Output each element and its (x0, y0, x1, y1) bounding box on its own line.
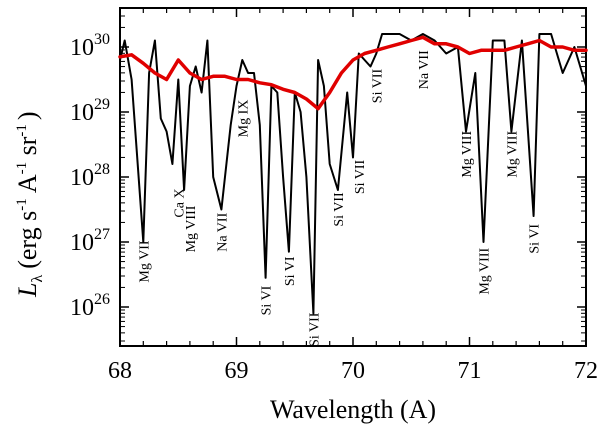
spectral-line-label: Ca X (172, 188, 187, 217)
spectral-line-label: Si VII (332, 192, 347, 227)
y-axis-exp-3: -1 (14, 124, 30, 137)
y-axis-exp-2: -1 (14, 162, 30, 175)
y-axis-title: Lλ(erg s-1 A-1 sr-1) (13, 111, 46, 298)
y-tick-label: 1028 (70, 161, 110, 191)
spectral-line-label: Mg VIII (477, 248, 492, 295)
y-axis-subscript: λ (29, 275, 46, 283)
spectral-line-label: Mg VIII (505, 131, 520, 178)
spectral-line-label: Mg VIII (460, 131, 475, 178)
x-tick-label: 69 (225, 358, 249, 384)
y-axis-exp-1: -1 (14, 198, 30, 211)
spectral-line-label: Na VII (215, 212, 230, 251)
y-tick-label: 1029 (70, 96, 110, 126)
x-tick-label: 72 (574, 358, 598, 384)
y-axis-units: (erg s (13, 211, 42, 269)
model-spectrum-line (119, 33, 587, 315)
y-axis-units-sr: sr (13, 136, 42, 162)
x-tick-label: 70 (341, 358, 365, 384)
spectral-line-label: Si VI (528, 224, 543, 254)
spectral-line-label: Si VI (283, 256, 298, 286)
spectral-line-label: Mg IX (236, 100, 251, 138)
x-tick-labels: 68 69 70 71 72 (108, 358, 598, 384)
y-axis-symbol: L (13, 283, 42, 298)
spectral-line-label: Si VII (307, 312, 322, 347)
y-tick-labels: 1026 1027 1028 1029 1030 (70, 31, 110, 321)
observed-spectrum-line (118, 35, 588, 111)
x-axis-title: Wavelength (A) (270, 395, 436, 424)
series-layer (118, 33, 588, 315)
spectral-line-label: Mg VIII (184, 205, 199, 252)
spectral-line-label: Si VI (260, 285, 275, 315)
x-tick-label: 71 (458, 358, 482, 384)
spectral-line-label: Mg VII (137, 240, 152, 282)
y-axis-units-a: A (13, 174, 42, 198)
y-axis-close: ) (13, 111, 42, 120)
axis-ticks (119, 8, 587, 346)
x-tick-label: 68 (108, 358, 132, 384)
spectral-line-label: Na VII (417, 50, 432, 89)
y-tick-label: 1027 (70, 226, 110, 256)
spectral-line-label: Si VII (370, 68, 385, 103)
spectral-line-label: Si VII (353, 159, 368, 194)
y-tick-label: 1026 (70, 291, 110, 321)
y-tick-label: 1030 (70, 31, 110, 61)
